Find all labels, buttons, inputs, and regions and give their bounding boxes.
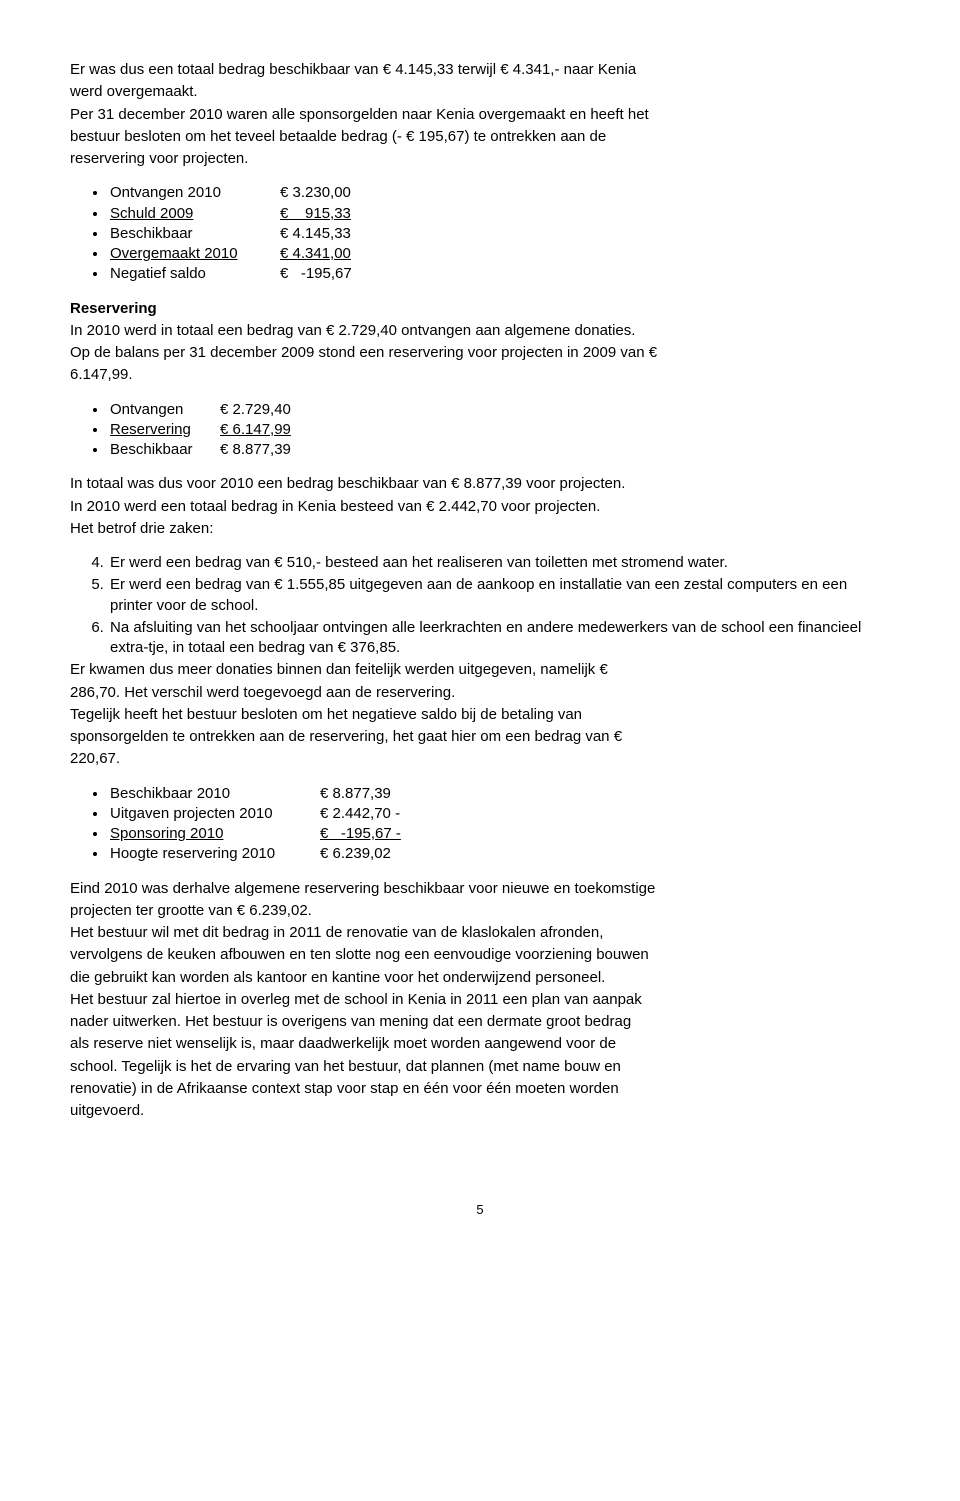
donations-paragraph: Er kwamen dus meer donaties binnen dan f… (70, 660, 890, 769)
text-line: 220,67. (70, 749, 890, 769)
finance-list-3: Beschikbaar 2010€ 8.877,39Uitgaven proje… (108, 784, 890, 865)
row-label: Ontvangen (110, 400, 220, 420)
projects-paragraph: In totaal was dus voor 2010 een bedrag b… (70, 474, 890, 539)
finance-row: Overgemaakt 2010€ 4.341,00 (108, 244, 890, 264)
row-label: Sponsoring 2010 (110, 824, 320, 844)
text-line: Er was dus een totaal bedrag beschikbaar… (70, 60, 890, 80)
row-value: € 8.877,39 (220, 440, 291, 460)
text-line: sponsorgelden te ontrekken aan de reserv… (70, 727, 890, 747)
row-label: Beschikbaar (110, 224, 280, 244)
text-line: projecten ter grootte van € 6.239,02. (70, 901, 890, 921)
row-value: € 4.341,00 (280, 244, 351, 264)
finance-row: Ontvangen€ 2.729,40 (108, 400, 890, 420)
finance-row: Ontvangen 2010€ 3.230,00 (108, 183, 890, 203)
text-line: nader uitwerken. Het bestuur is overigen… (70, 1012, 890, 1032)
list-item: Na afsluiting van het schooljaar ontving… (108, 618, 890, 659)
finance-row: Negatief saldo€ -195,67 (108, 264, 890, 284)
text-line: die gebruikt kan worden als kantoor en k… (70, 968, 890, 988)
text-line: Het bestuur wil met dit bedrag in 2011 d… (70, 923, 890, 943)
finance-row: Beschikbaar€ 8.877,39 (108, 440, 890, 460)
reservering-section: Reservering In 2010 werd in totaal een b… (70, 299, 890, 386)
finance-row: Uitgaven projecten 2010€ 2.442,70 - (108, 804, 890, 824)
finance-row: Hoogte reservering 2010€ 6.239,02 (108, 844, 890, 864)
text-line: 6.147,99. (70, 365, 890, 385)
row-value: € 6.147,99 (220, 420, 291, 440)
row-label: Uitgaven projecten 2010 (110, 804, 320, 824)
row-label: Negatief saldo (110, 264, 280, 284)
text-line: Het bestuur zal hiertoe in overleg met d… (70, 990, 890, 1010)
row-label: Beschikbaar (110, 440, 220, 460)
text-line: bestuur besloten om het teveel betaalde … (70, 127, 890, 147)
row-label: Reservering (110, 420, 220, 440)
list-item: Er werd een bedrag van € 510,- besteed a… (108, 553, 890, 573)
row-value: € -195,67 (280, 264, 352, 284)
row-label: Overgemaakt 2010 (110, 244, 280, 264)
text-line: vervolgens de keuken afbouwen en ten slo… (70, 945, 890, 965)
row-value: € 8.877,39 (320, 784, 391, 804)
row-value: € -195,67 - (320, 824, 401, 844)
text-line: 286,70. Het verschil werd toegevoegd aan… (70, 683, 890, 703)
text-line: In 2010 werd een totaal bedrag in Kenia … (70, 497, 890, 517)
row-value: € 3.230,00 (280, 183, 351, 203)
closing-paragraph: Eind 2010 was derhalve algemene reserver… (70, 879, 890, 1122)
row-label: Beschikbaar 2010 (110, 784, 320, 804)
text-line: In 2010 werd in totaal een bedrag van € … (70, 321, 890, 341)
intro-paragraph-1: Er was dus een totaal bedrag beschikbaar… (70, 60, 890, 169)
row-value: € 915,33 (280, 204, 351, 224)
finance-list-1: Ontvangen 2010€ 3.230,00Schuld 2009€ 915… (108, 183, 890, 284)
page-number: 5 (70, 1201, 890, 1219)
finance-row: Reservering€ 6.147,99 (108, 420, 890, 440)
text-line: Het betrof drie zaken: (70, 519, 890, 539)
text-line: uitgevoerd. (70, 1101, 890, 1121)
finance-row: Beschikbaar€ 4.145,33 (108, 224, 890, 244)
finance-list-2: Ontvangen€ 2.729,40Reservering€ 6.147,99… (108, 400, 890, 461)
text-line: In totaal was dus voor 2010 een bedrag b… (70, 474, 890, 494)
row-label: Schuld 2009 (110, 204, 280, 224)
finance-row: Schuld 2009€ 915,33 (108, 204, 890, 224)
text-line: school. Tegelijk is het de ervaring van … (70, 1057, 890, 1077)
row-value: € 2.442,70 - (320, 804, 400, 824)
text-line: Tegelijk heeft het bestuur besloten om h… (70, 705, 890, 725)
text-line: werd overgemaakt. (70, 82, 890, 102)
section-heading: Reservering (70, 299, 890, 319)
text-line: Er kwamen dus meer donaties binnen dan f… (70, 660, 890, 680)
finance-row: Beschikbaar 2010€ 8.877,39 (108, 784, 890, 804)
text-line: Op de balans per 31 december 2009 stond … (70, 343, 890, 363)
text-line: als reserve niet wenselijk is, maar daad… (70, 1034, 890, 1054)
numbered-list: Er werd een bedrag van € 510,- besteed a… (108, 553, 890, 658)
text-line: Eind 2010 was derhalve algemene reserver… (70, 879, 890, 899)
text-line: reservering voor projecten. (70, 149, 890, 169)
row-label: Ontvangen 2010 (110, 183, 280, 203)
row-label: Hoogte reservering 2010 (110, 844, 320, 864)
list-item: Er werd een bedrag van € 1.555,85 uitgeg… (108, 575, 890, 616)
text-line: Per 31 december 2010 waren alle sponsorg… (70, 105, 890, 125)
finance-row: Sponsoring 2010€ -195,67 - (108, 824, 890, 844)
row-value: € 4.145,33 (280, 224, 351, 244)
text-line: renovatie) in de Afrikaanse context stap… (70, 1079, 890, 1099)
row-value: € 2.729,40 (220, 400, 291, 420)
row-value: € 6.239,02 (320, 844, 391, 864)
